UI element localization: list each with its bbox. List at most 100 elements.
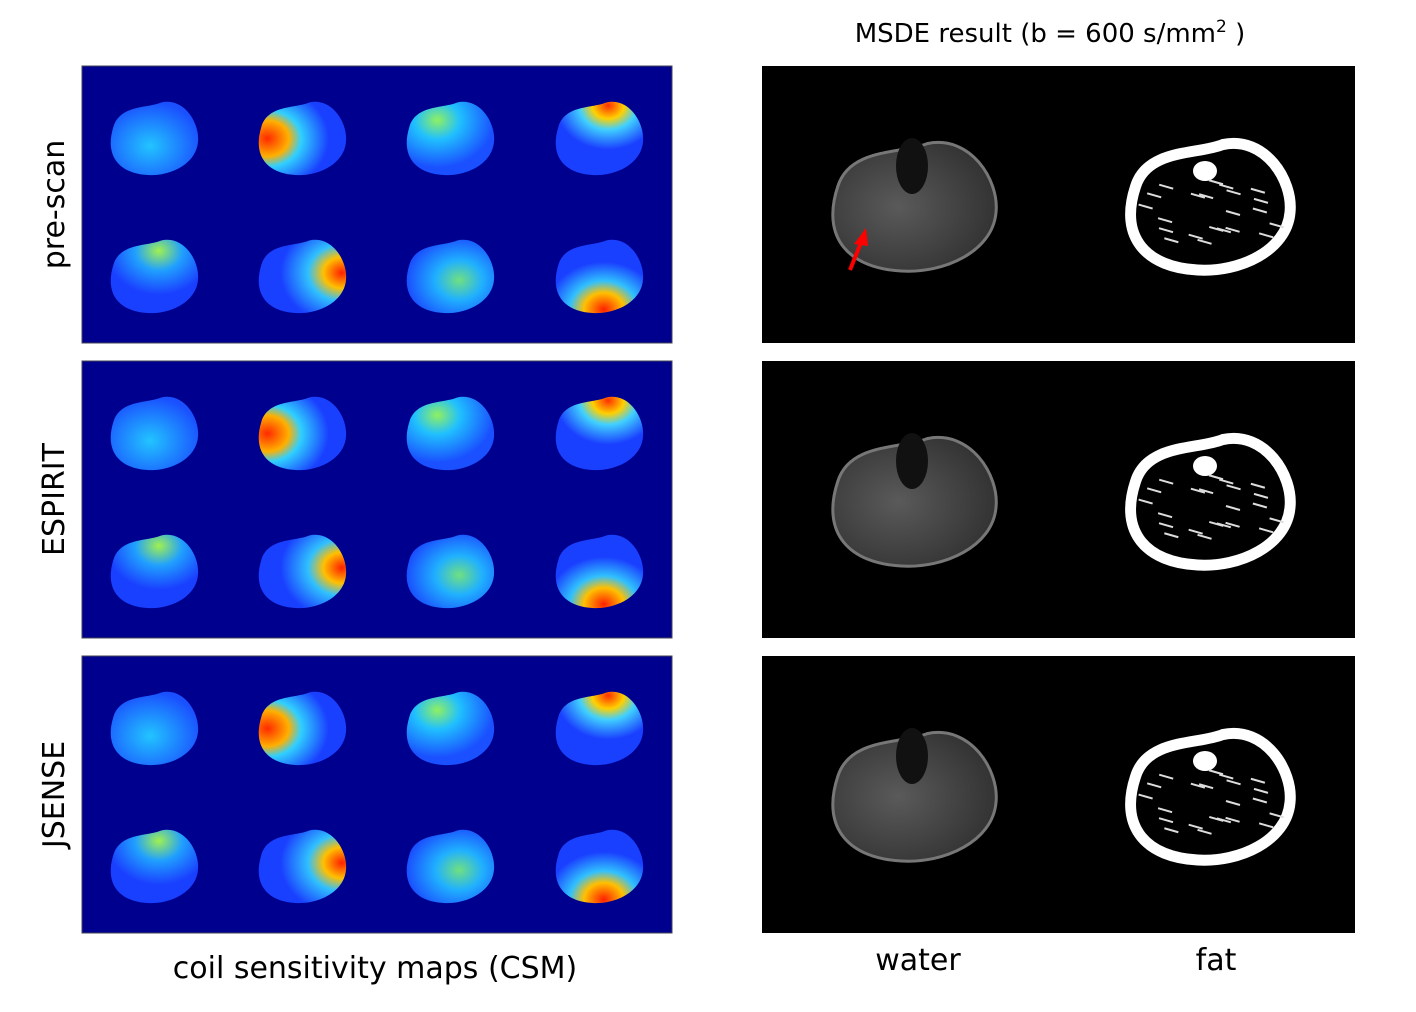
title-text-end: ) xyxy=(1227,19,1245,49)
fat-vessel xyxy=(1193,751,1217,771)
csm-map xyxy=(555,691,644,766)
fat-texture xyxy=(1138,498,1153,505)
title: MSDE result (b = 600 s/mm2 ) xyxy=(855,17,1246,49)
fat-texture xyxy=(1188,528,1203,535)
fat-texture xyxy=(1188,823,1203,830)
fat-texture xyxy=(1253,787,1269,794)
fat-texture xyxy=(1188,233,1203,240)
fat-texture xyxy=(1250,187,1266,194)
csm-map xyxy=(258,239,347,314)
fat-texture xyxy=(1225,521,1240,528)
csm-map xyxy=(110,829,199,904)
fat-texture xyxy=(1209,815,1224,822)
caption-left: coil sensitivity maps (CSM) xyxy=(173,951,577,986)
fat-texture xyxy=(1164,827,1179,834)
csm-map xyxy=(110,239,199,314)
fat-texture xyxy=(1158,817,1174,824)
csm-map xyxy=(555,239,644,314)
fat-texture xyxy=(1164,237,1179,244)
csm-map xyxy=(258,691,347,766)
fat-texture xyxy=(1253,197,1269,204)
fat-texture xyxy=(1269,517,1284,524)
fat-texture xyxy=(1225,505,1241,511)
fat-texture xyxy=(1226,484,1241,491)
fat-texture xyxy=(1269,222,1284,229)
csm-map xyxy=(406,101,495,176)
fat-texture xyxy=(1158,227,1174,234)
water-vessel xyxy=(896,728,928,784)
fat-texture xyxy=(1225,800,1241,806)
fat-texture xyxy=(1158,522,1174,529)
row-label: JSENSE xyxy=(37,741,72,850)
fat-vessel xyxy=(1193,161,1217,181)
fat-texture xyxy=(1158,773,1174,780)
csm-map xyxy=(406,396,495,471)
csm-map xyxy=(406,239,495,314)
csm-map xyxy=(555,396,644,471)
fat-texture xyxy=(1258,527,1274,534)
fat-texture xyxy=(1190,192,1206,199)
csm-map xyxy=(258,101,347,176)
fat-texture xyxy=(1157,217,1173,224)
fat-texture xyxy=(1258,822,1274,829)
csm-map xyxy=(258,396,347,471)
fat-texture xyxy=(1190,487,1206,494)
csm-map xyxy=(258,534,347,609)
csm-map xyxy=(406,534,495,609)
fat-texture xyxy=(1218,773,1234,780)
fat-texture xyxy=(1253,492,1269,499)
fat-texture xyxy=(1164,532,1179,539)
arrow-shaft xyxy=(848,239,864,271)
fat-texture xyxy=(1209,520,1224,527)
fat-texture xyxy=(1218,183,1234,190)
fat-texture xyxy=(1157,512,1173,519)
fat-texture xyxy=(1226,189,1241,196)
fat-texture xyxy=(1138,203,1153,210)
caption-water: water xyxy=(875,943,961,978)
fat-texture xyxy=(1190,782,1206,789)
fat-texture xyxy=(1197,238,1212,245)
fat-texture xyxy=(1225,226,1240,233)
csm-map xyxy=(110,691,199,766)
fat-texture xyxy=(1252,207,1268,214)
csm-map xyxy=(110,396,199,471)
fat-texture xyxy=(1250,482,1266,489)
water-vessel xyxy=(896,138,928,194)
fat-image xyxy=(1125,137,1296,276)
fat-texture xyxy=(1146,782,1162,789)
csm-map xyxy=(555,101,644,176)
fat-texture xyxy=(1226,779,1241,786)
fat-texture xyxy=(1198,488,1214,495)
fat-texture xyxy=(1158,478,1174,485)
csm-map xyxy=(110,534,199,609)
fat-image xyxy=(1125,727,1296,866)
csm-map xyxy=(555,534,644,609)
fat-vessel xyxy=(1193,456,1217,476)
fat-image xyxy=(1125,432,1296,571)
fat-texture xyxy=(1198,193,1214,200)
fat-texture xyxy=(1208,474,1224,481)
fat-texture xyxy=(1157,807,1173,814)
fat-texture xyxy=(1146,487,1162,494)
fat-texture xyxy=(1198,783,1214,790)
fat-texture xyxy=(1218,478,1234,485)
fat-texture xyxy=(1252,797,1268,804)
fat-texture xyxy=(1208,769,1224,776)
fat-texture xyxy=(1138,793,1153,800)
fat-texture xyxy=(1225,210,1241,216)
fat-texture xyxy=(1146,192,1162,199)
row-label: pre-scan xyxy=(37,140,72,270)
fat-texture xyxy=(1208,179,1224,186)
title-superscript: 2 xyxy=(1216,17,1227,37)
fat-texture xyxy=(1197,533,1212,540)
csm-map xyxy=(110,101,199,176)
fat-texture xyxy=(1209,225,1224,232)
fat-texture xyxy=(1269,812,1284,819)
caption-fat: fat xyxy=(1196,943,1237,978)
fat-texture xyxy=(1197,828,1212,835)
row-label: ESPIRIT xyxy=(37,442,72,556)
title-text: MSDE result (b = 600 s/mm xyxy=(855,19,1216,49)
csm-map xyxy=(555,829,644,904)
